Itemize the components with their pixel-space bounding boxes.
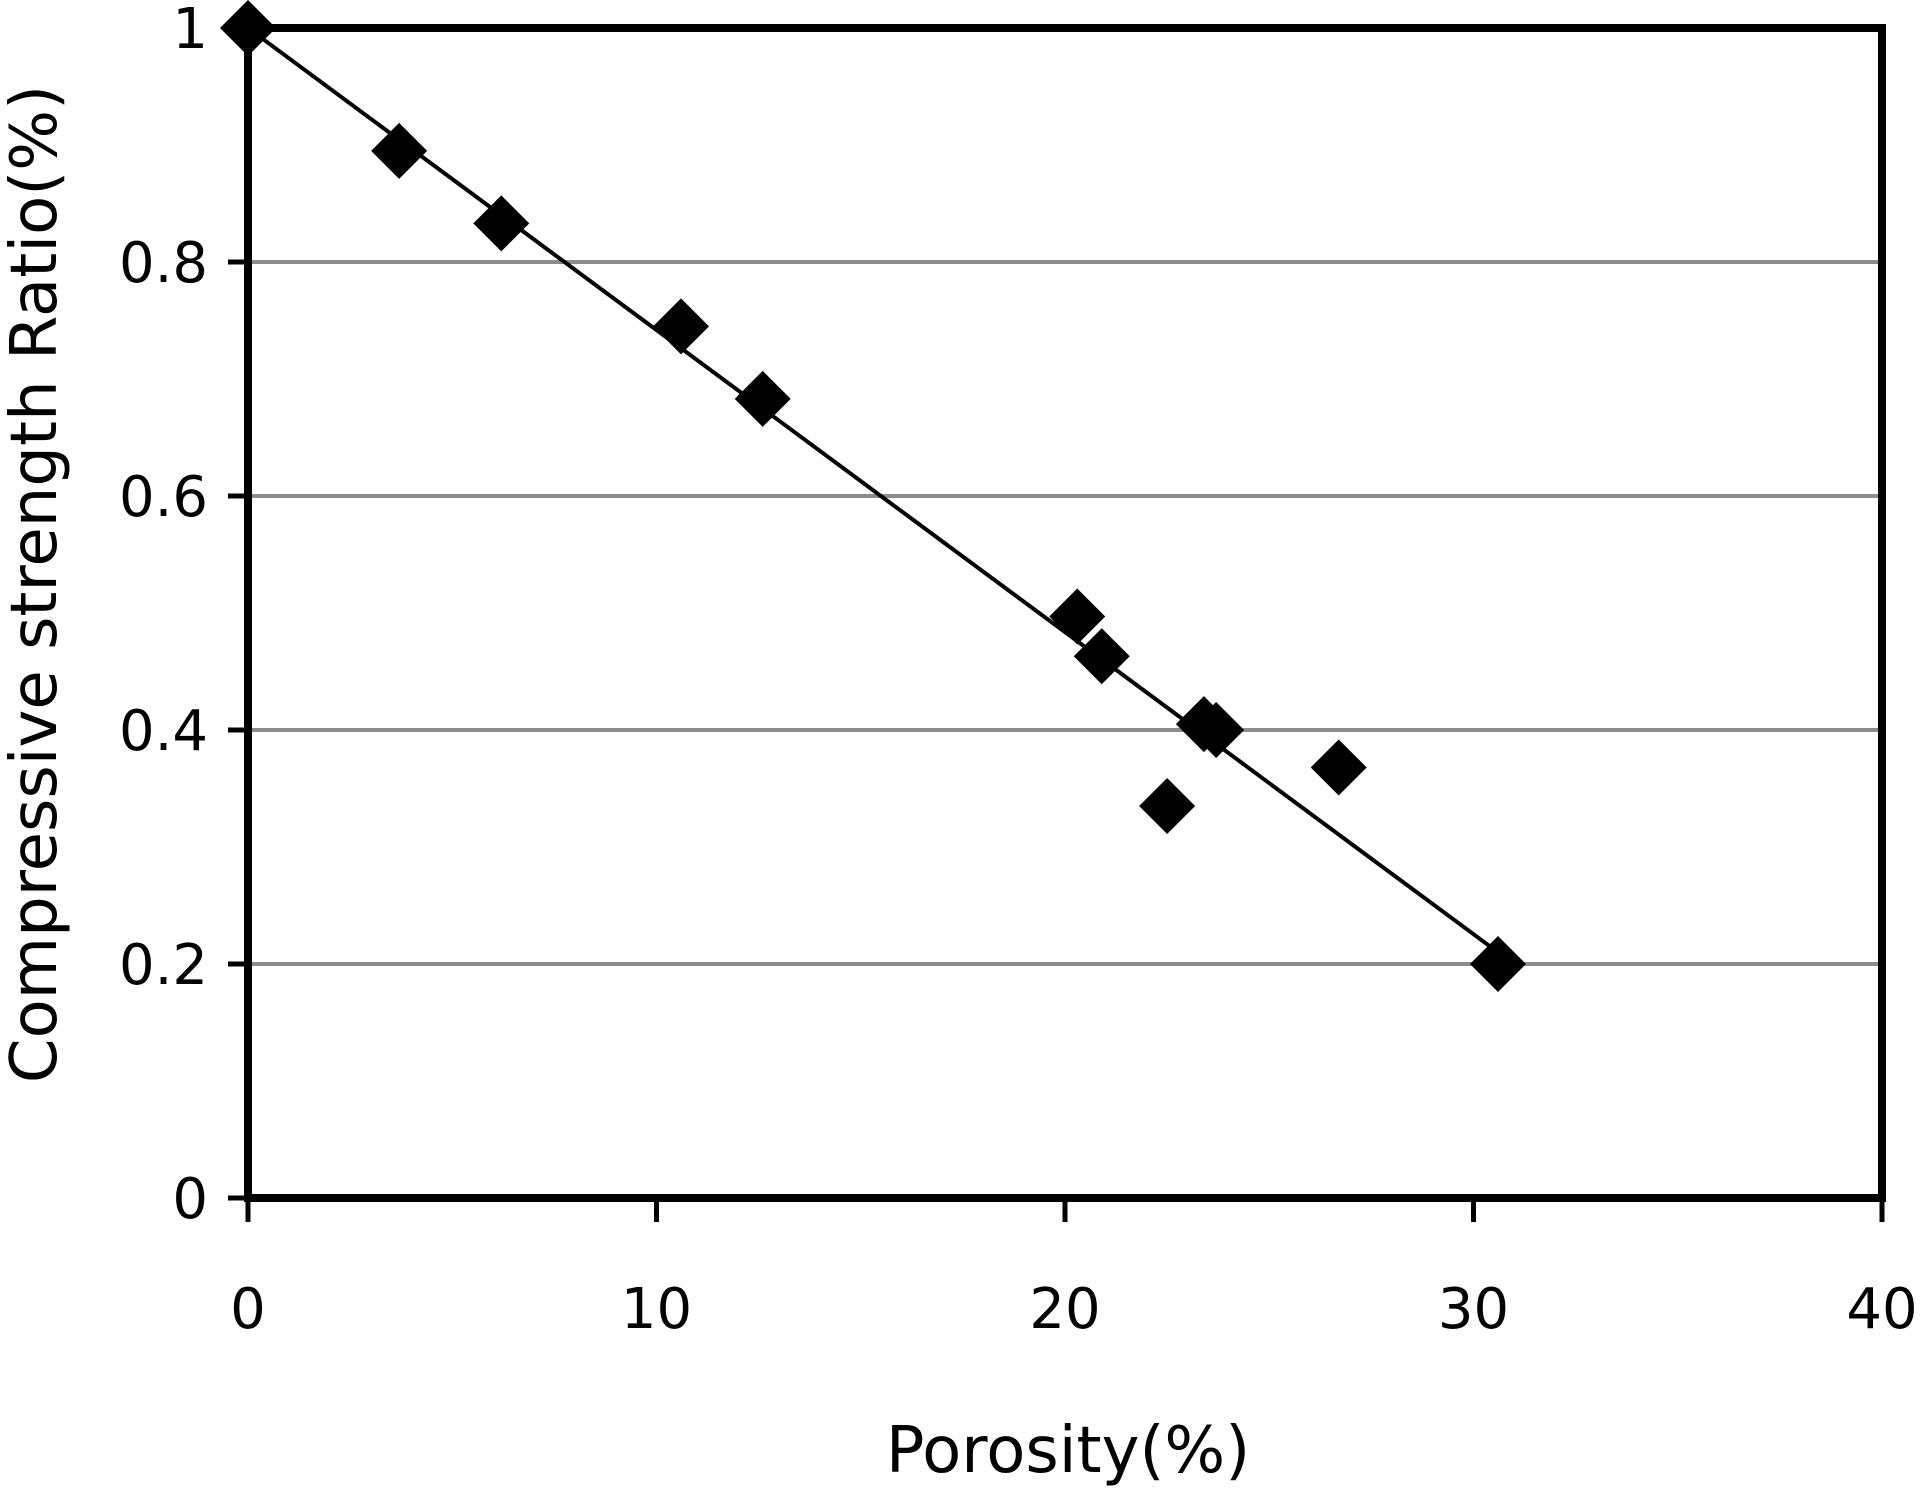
y-tick-label: 0.6 <box>119 465 208 530</box>
trendline-layer <box>246 26 1500 954</box>
y-axis-title: Compressive strength Ratio(%) <box>0 85 72 1083</box>
data-point <box>734 370 791 427</box>
data-point <box>1073 628 1130 685</box>
data-points <box>220 0 1527 992</box>
y-tick-label: 0.2 <box>119 933 208 998</box>
y-tick-label: 0.4 <box>119 699 208 764</box>
x-tick-label: 20 <box>1029 1277 1100 1342</box>
x-tick-label: 30 <box>1438 1277 1509 1342</box>
y-tick-label: 0.8 <box>119 231 208 296</box>
data-point <box>1310 739 1367 796</box>
data-point <box>1188 702 1245 758</box>
data-point <box>1049 588 1106 645</box>
data-point <box>1139 778 1196 835</box>
x-tick-label: 40 <box>1846 1277 1917 1342</box>
gridlines <box>248 260 1882 966</box>
trendline <box>246 26 1500 954</box>
data-point <box>1470 936 1527 992</box>
y-tick-label: 0 <box>172 1167 208 1232</box>
x-tick-label: 10 <box>621 1277 692 1342</box>
axis-ticks: 00.20.40.60.810 10 20 30 40 <box>119 0 1918 1342</box>
data-point <box>371 122 428 179</box>
data-point <box>653 298 710 355</box>
data-point <box>473 195 530 252</box>
x-tick-label: 0 <box>230 1277 266 1342</box>
x-axis-title: Porosity(%) <box>886 1414 1250 1488</box>
y-tick-label: 1 <box>172 0 208 62</box>
